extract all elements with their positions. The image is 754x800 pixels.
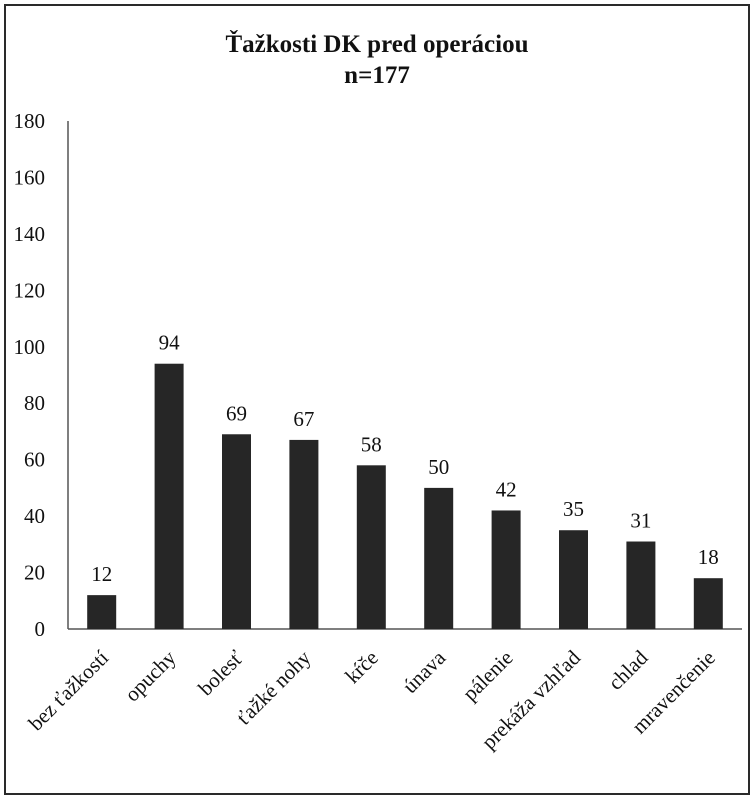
data-label: 67 [293, 407, 314, 431]
y-tick-label: 160 [14, 165, 46, 189]
bar [222, 434, 251, 629]
data-label: 35 [563, 497, 584, 521]
y-tick-label: 20 [24, 561, 45, 585]
y-tick-label: 60 [24, 448, 45, 472]
bar [491, 510, 521, 629]
chart-title: Ťažkosti DK pred operáciou [225, 30, 528, 58]
y-tick-label: 180 [14, 109, 46, 133]
data-label: 94 [159, 331, 181, 355]
chart-frame [4, 4, 750, 795]
chart-subtitle: n=177 [344, 62, 410, 89]
category-label: opuchy [120, 645, 181, 706]
data-label: 12 [91, 562, 112, 586]
bar [87, 595, 117, 629]
y-axis: 0 20 40 60 80 100 120 140 160 180 [14, 109, 69, 641]
data-labels-group: 12 94 69 67 58 50 42 35 31 18 [91, 331, 719, 586]
category-label: únava [398, 645, 451, 698]
category-label: pálenie [458, 646, 518, 706]
bar [559, 530, 588, 629]
category-label: ťažké nohy [232, 645, 316, 729]
data-label: 69 [226, 401, 247, 425]
category-label: bolesť [193, 646, 248, 701]
bar [424, 487, 454, 629]
bar [626, 541, 656, 629]
data-label: 18 [698, 545, 719, 569]
category-label: chlad [603, 645, 652, 694]
bar [289, 439, 319, 629]
y-tick-label: 40 [24, 504, 45, 528]
data-label: 31 [630, 509, 651, 533]
category-label: bez ťažkostí [24, 645, 114, 735]
category-label: kŕče [340, 646, 383, 689]
y-tick-label: 0 [35, 617, 46, 641]
y-tick-label: 100 [14, 335, 46, 359]
bar [356, 465, 386, 629]
data-label: 58 [361, 432, 382, 456]
y-tick-label: 80 [24, 391, 45, 415]
y-tick-label: 140 [14, 222, 46, 246]
y-tick-label: 120 [14, 278, 46, 302]
bar [154, 363, 184, 629]
data-label: 42 [496, 477, 517, 501]
bars-group [87, 363, 723, 629]
data-label: 50 [428, 455, 449, 479]
bar [693, 578, 723, 629]
